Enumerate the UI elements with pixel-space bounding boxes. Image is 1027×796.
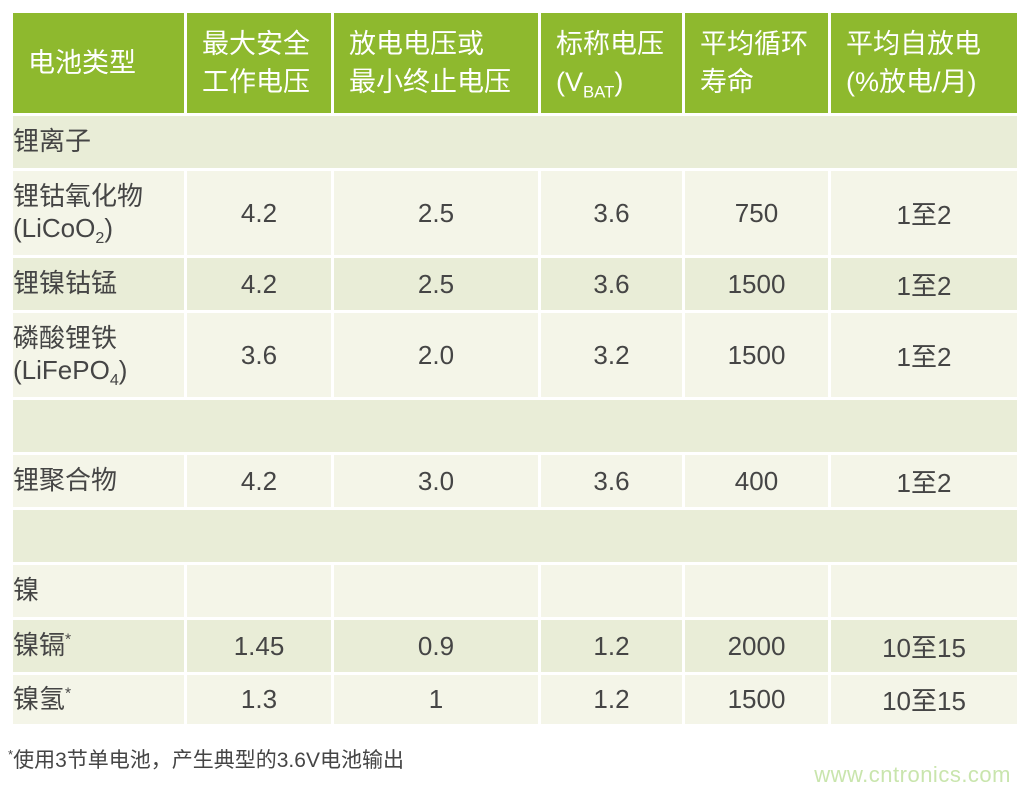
footnote-marker: *	[65, 631, 72, 649]
footnote-marker: *	[8, 747, 14, 762]
section-row-li-ion: 锂离子	[10, 113, 1020, 171]
vbat-subscript: BAT	[583, 82, 615, 102]
self-discharge-cell: 1至2	[828, 168, 1020, 258]
table-row-nimh: 镍氢* 1.3 1 1.2 1500 10至15	[10, 672, 1020, 727]
battery-name: 镍镉	[13, 630, 66, 661]
discharge-voltage-cell: 1	[331, 672, 541, 727]
battery-name-cell: 锂钴氧化物 (LiCoO2)	[10, 168, 187, 258]
max-safe-voltage-cell: 4.2	[184, 452, 334, 510]
footnote-marker: *	[65, 684, 72, 702]
header-label-line1: 标称电压	[556, 28, 664, 59]
footnote: *使用3节单电池，产生典型的3.6V电池输出	[8, 744, 404, 774]
battery-name-cell: 磷酸锂铁 (LiFePO4)	[10, 310, 187, 400]
header-label-line2: (%放电/月)	[846, 67, 977, 97]
header-label: 电池类型	[28, 47, 136, 78]
self-discharge-cell: 1至2	[828, 310, 1020, 400]
battery-formula: (LiFePO4)	[13, 355, 184, 390]
spacer-cell	[10, 507, 1020, 565]
header-label-line1: 放电电压或	[349, 28, 484, 59]
spacer-row	[10, 397, 1020, 455]
table-row-nmc: 锂镍钴锰 4.2 2.5 3.6 1500 1至2	[10, 255, 1020, 313]
header-label-line1: 平均循环	[700, 28, 808, 59]
col-header-self-discharge: 平均自放电 (%放电/月)	[828, 10, 1020, 116]
table-row-lipo: 锂聚合物 4.2 3.0 3.6 400 1至2	[10, 452, 1020, 510]
footnote-text: 使用3节单电池，产生典型的3.6V电池输出	[13, 749, 404, 772]
nominal-voltage-cell: 3.6	[538, 168, 685, 258]
max-safe-voltage-cell: 1.45	[184, 617, 334, 675]
battery-name: 磷酸锂铁	[13, 323, 118, 354]
empty-cell	[682, 562, 831, 620]
header-label-line2: 寿命	[700, 67, 754, 97]
header-label-line2: 工作电压	[202, 67, 310, 97]
col-header-battery-type: 电池类型	[10, 10, 187, 116]
nominal-voltage-cell: 3.6	[538, 255, 685, 313]
self-discharge-cell: 10至15	[828, 617, 1020, 675]
nominal-voltage-cell: 1.2	[538, 672, 685, 727]
empty-cell	[184, 562, 334, 620]
discharge-voltage-cell: 3.0	[331, 452, 541, 510]
col-header-max-safe-voltage: 最大安全 工作电压	[184, 10, 334, 116]
table-header-row: 电池类型 最大安全 工作电压 放电电压或 最小终止电压 标称电压 (VBAT) …	[10, 10, 1020, 116]
formula-close: )	[104, 213, 113, 243]
table-row-licoo2: 锂钴氧化物 (LiCoO2) 4.2 2.5 3.6 750 1至2	[10, 168, 1020, 258]
vbat-prefix: (V	[556, 67, 583, 97]
max-safe-voltage-cell: 4.2	[184, 255, 334, 313]
battery-name: 锂钴氧化物	[13, 181, 144, 212]
empty-cell	[331, 562, 541, 620]
header-label-line2: (VBAT)	[556, 63, 678, 101]
discharge-voltage-cell: 0.9	[331, 617, 541, 675]
battery-comparison-table: 电池类型 最大安全 工作电压 放电电压或 最小终止电压 标称电压 (VBAT) …	[10, 10, 1020, 727]
max-safe-voltage-cell: 4.2	[184, 168, 334, 258]
table-row-nicd: 镍镉* 1.45 0.9 1.2 2000 10至15	[10, 617, 1020, 675]
header-label-line1: 平均自放电	[846, 28, 981, 59]
max-safe-voltage-cell: 1.3	[184, 672, 334, 727]
nominal-voltage-cell: 3.2	[538, 310, 685, 400]
formula-subscript: 4	[109, 371, 119, 390]
section-label-nickel: 镍	[10, 562, 187, 620]
battery-name-cell: 镍氢*	[10, 672, 187, 727]
nominal-voltage-cell: 1.2	[538, 617, 685, 675]
formula-close: )	[118, 355, 128, 385]
cycle-life-cell: 750	[682, 168, 831, 258]
battery-name-cell: 锂聚合物	[10, 452, 187, 510]
self-discharge-cell: 10至15	[828, 672, 1020, 727]
cycle-life-cell: 1500	[682, 310, 831, 400]
cycle-life-cell: 1500	[682, 255, 831, 313]
battery-name-cell: 锂镍钴锰	[10, 255, 187, 313]
battery-name-cell: 镍镉*	[10, 617, 187, 675]
discharge-voltage-cell: 2.0	[331, 310, 541, 400]
battery-name: 镍氢	[13, 683, 66, 714]
col-header-cycle-life: 平均循环 寿命	[682, 10, 831, 116]
empty-cell	[828, 562, 1020, 620]
col-header-discharge-voltage: 放电电压或 最小终止电压	[331, 10, 541, 116]
formula-text: (LiCoO	[13, 213, 96, 243]
nominal-voltage-cell: 3.6	[538, 452, 685, 510]
col-header-nominal-voltage: 标称电压 (VBAT)	[538, 10, 685, 116]
formula-subscript: 2	[95, 229, 105, 248]
battery-formula: (LiCoO2)	[13, 213, 184, 248]
self-discharge-cell: 1至2	[828, 452, 1020, 510]
discharge-voltage-cell: 2.5	[331, 168, 541, 258]
cycle-life-cell: 2000	[682, 617, 831, 675]
cycle-life-cell: 1500	[682, 672, 831, 727]
watermark-cntronics: www.cntronics.com	[814, 762, 1011, 787]
section-label-li-ion: 锂离子	[10, 113, 1020, 171]
header-label-line2: 最小终止电压	[349, 67, 511, 97]
cycle-life-cell: 400	[682, 452, 831, 510]
self-discharge-cell: 1至2	[828, 255, 1020, 313]
formula-text: (LiFePO	[13, 355, 110, 385]
spacer-row	[10, 507, 1020, 565]
vbat-suffix: )	[614, 67, 624, 97]
table-row-lifepo4: 磷酸锂铁 (LiFePO4) 3.6 2.0 3.2 1500 1至2	[10, 310, 1020, 400]
section-row-nickel: 镍	[10, 562, 1020, 620]
discharge-voltage-cell: 2.5	[331, 255, 541, 313]
max-safe-voltage-cell: 3.6	[184, 310, 334, 400]
empty-cell	[538, 562, 685, 620]
header-label-line1: 最大安全	[202, 28, 310, 59]
spacer-cell	[10, 397, 1020, 455]
